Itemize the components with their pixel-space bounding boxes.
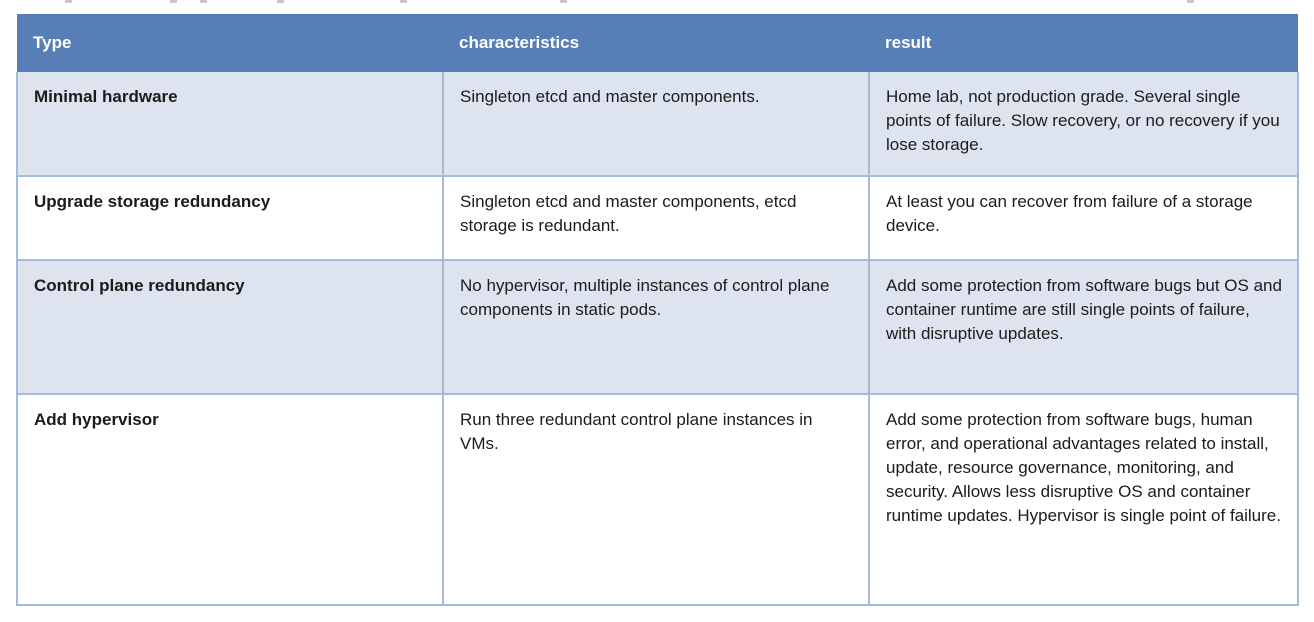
table-header-row: Type characteristics result <box>17 14 1298 72</box>
cell-characteristics: Run three redundant control plane instan… <box>442 393 870 606</box>
clipped-text-fragment <box>400 0 407 3</box>
clipped-text-fragment <box>1187 0 1194 3</box>
comparison-table-wrapper: Type characteristics result Minimal hard… <box>16 14 1299 606</box>
cell-result: Home lab, not production grade. Several … <box>868 72 1299 177</box>
table-row: Minimal hardware Singleton etcd and mast… <box>16 72 1299 177</box>
cell-type: Upgrade storage redundancy <box>16 175 444 261</box>
clipped-text-fragment <box>200 0 207 3</box>
ha-topology-comparison-table: Type characteristics result Minimal hard… <box>16 14 1299 606</box>
cell-type: Add hypervisor <box>16 393 444 606</box>
cell-type: Minimal hardware <box>16 72 444 177</box>
clipped-text-fragment <box>560 0 567 3</box>
cell-type: Control plane redundancy <box>16 259 444 395</box>
cell-result: Add some protection from software bugs, … <box>868 393 1299 606</box>
table-row: Control plane redundancy No hypervisor, … <box>16 259 1299 395</box>
table-row: Add hypervisor Run three redundant contr… <box>16 393 1299 606</box>
header-cell-characteristics: characteristics <box>443 14 869 72</box>
clipped-text-remnants <box>0 0 1314 4</box>
cell-result: At least you can recover from failure of… <box>868 175 1299 261</box>
cell-characteristics: No hypervisor, multiple instances of con… <box>442 259 870 395</box>
clipped-text-fragment <box>277 0 284 3</box>
clipped-text-fragment <box>65 0 72 3</box>
clipped-text-fragment <box>170 0 177 3</box>
header-cell-type: Type <box>17 14 443 72</box>
cell-characteristics: Singleton etcd and master components. <box>442 72 870 177</box>
cell-characteristics: Singleton etcd and master components, et… <box>442 175 870 261</box>
header-cell-result: result <box>869 14 1298 72</box>
table-row: Upgrade storage redundancy Singleton etc… <box>16 175 1299 261</box>
cell-result: Add some protection from software bugs b… <box>868 259 1299 395</box>
